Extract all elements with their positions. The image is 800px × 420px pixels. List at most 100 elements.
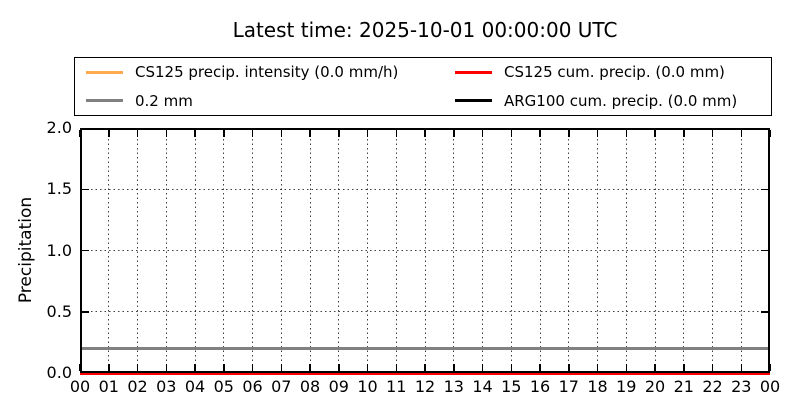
x-tick-mark: [481, 130, 484, 137]
x-tick-mark: [769, 364, 771, 371]
x-tick-mark: [395, 130, 397, 137]
x-tick-mark: [79, 364, 81, 371]
legend-line-swatch: [455, 70, 492, 74]
right-spine: [768, 128, 770, 373]
x-tick-mark: [165, 130, 167, 137]
legend-line-swatch: [455, 99, 492, 103]
x-tick-label: 20: [644, 377, 666, 396]
horizontal-gridline: [82, 188, 768, 190]
x-tick-mark: [453, 130, 455, 137]
x-tick-mark: [596, 130, 599, 137]
x-tick-mark: [251, 364, 254, 371]
x-tick-mark: [366, 130, 369, 137]
x-tick-label: 21: [673, 377, 694, 396]
x-tick-mark: [625, 130, 627, 137]
legend-item-reference-0.2mm: 0.2 mm: [75, 92, 423, 110]
x-tick-label: 12: [414, 377, 436, 396]
x-tick-mark: [625, 364, 627, 371]
y-tick-mark: [761, 249, 768, 252]
x-tick-mark: [194, 364, 196, 371]
x-tick-mark: [769, 130, 771, 137]
legend-label: CS125 cum. precip. (0.0 mm): [504, 63, 725, 82]
x-tick-label: 13: [443, 377, 464, 396]
x-tick-mark: [453, 364, 455, 371]
x-tick-mark: [424, 130, 426, 137]
x-tick-mark: [136, 130, 139, 137]
x-tick-label: 02: [127, 377, 148, 396]
top-spine: [80, 128, 770, 130]
x-tick-label: 11: [386, 377, 407, 396]
x-tick-mark: [338, 364, 340, 371]
x-tick-mark: [338, 130, 340, 137]
y-tick-mark: [82, 188, 89, 190]
left-spine: [80, 128, 82, 373]
x-tick-mark: [366, 364, 369, 371]
legend-item-cs125-precip-intensity: CS125 precip. intensity (0.0 mm/h): [75, 63, 423, 81]
x-tick-label: 15: [501, 377, 522, 396]
x-tick-label: 19: [616, 377, 637, 396]
y-tick-label: 1.5: [46, 179, 72, 199]
legend-label: CS125 precip. intensity (0.0 mm/h): [135, 63, 399, 82]
x-tick-label: 22: [702, 377, 723, 396]
x-tick-mark: [481, 364, 484, 371]
x-tick-mark: [654, 364, 656, 371]
x-tick-label: 16: [529, 377, 551, 396]
x-tick-label: 03: [156, 377, 177, 396]
x-tick-mark: [309, 130, 311, 137]
x-tick-mark: [280, 130, 282, 137]
x-tick-mark: [596, 364, 599, 371]
x-tick-mark: [654, 130, 656, 137]
legend-box: CS125 precip. intensity (0.0 mm/h) 0.2 mm…: [74, 57, 772, 116]
x-tick-label: 09: [328, 377, 349, 396]
x-tick-mark: [510, 364, 512, 371]
legend-item-arg100-cum-precip: ARG100 cum. precip. (0.0 mm): [423, 92, 771, 110]
x-tick-mark: [711, 130, 714, 137]
y-tick-label: 0.5: [46, 301, 72, 321]
y-tick-mark: [761, 311, 768, 313]
x-tick-mark: [136, 364, 139, 371]
x-tick-mark: [280, 364, 282, 371]
x-tick-mark: [683, 130, 685, 137]
x-tick-mark: [424, 364, 426, 371]
series-line-reference-0.2mm: [80, 347, 770, 350]
y-tick-mark: [761, 188, 768, 190]
y-tick-mark: [82, 311, 89, 313]
bottom-spine: [80, 371, 770, 373]
x-tick-mark: [568, 130, 570, 137]
x-tick-mark: [79, 130, 81, 137]
series-line-cs125-cum-precip: [80, 372, 770, 375]
x-tick-label: 17: [558, 377, 579, 396]
x-tick-mark: [309, 364, 311, 371]
horizontal-gridline: [82, 311, 768, 313]
legend-item-cs125-cum-precip: CS125 cum. precip. (0.0 mm): [423, 63, 771, 81]
y-tick-mark: [82, 249, 89, 252]
legend-label: ARG100 cum. precip. (0.0 mm): [504, 91, 738, 110]
x-tick-label: 08: [299, 377, 321, 396]
x-tick-mark: [194, 130, 196, 137]
x-tick-mark: [740, 130, 742, 137]
x-tick-label: 01: [98, 377, 119, 396]
x-tick-mark: [539, 364, 541, 371]
x-tick-label: 05: [213, 377, 234, 396]
x-tick-mark: [740, 364, 742, 371]
x-tick-label: 10: [357, 377, 378, 396]
x-tick-mark: [395, 364, 397, 371]
x-tick-label: 00: [69, 377, 91, 396]
chart-title: Latest time: 2025-10-01 00:00:00 UTC: [232, 18, 618, 42]
y-tick-label: 2.0: [46, 118, 72, 137]
x-tick-label: 07: [271, 377, 292, 396]
x-tick-mark: [539, 130, 541, 137]
x-tick-label: 06: [242, 377, 263, 396]
plot-area: [79, 128, 771, 375]
y-tick-label: 0.0: [46, 363, 72, 382]
x-tick-mark: [568, 364, 570, 371]
x-tick-mark: [223, 364, 225, 371]
x-tick-label: 14: [472, 377, 493, 396]
x-tick-mark: [711, 364, 714, 371]
legend-line-swatch: [86, 99, 123, 103]
x-tick-mark: [108, 364, 110, 371]
x-tick-mark: [165, 364, 167, 371]
x-tick-mark: [683, 364, 685, 371]
horizontal-gridline: [82, 250, 768, 251]
